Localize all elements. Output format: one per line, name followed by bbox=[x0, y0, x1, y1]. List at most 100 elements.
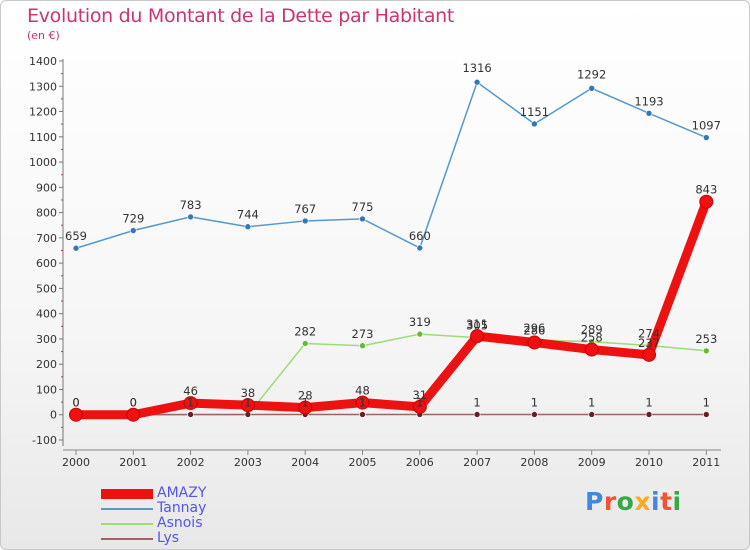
data-point-amazy bbox=[126, 407, 141, 422]
data-point-amazy bbox=[642, 347, 656, 362]
data-point-tannay bbox=[416, 244, 424, 252]
data-point-amazy bbox=[355, 395, 370, 410]
data-label-asnois: 282 bbox=[294, 324, 316, 338]
data-label-lys: 1 bbox=[244, 395, 251, 409]
legend-label-tannay: Tannay bbox=[157, 500, 207, 516]
legend-swatch-lys bbox=[101, 537, 153, 540]
x-tick-label: 2005 bbox=[349, 456, 377, 469]
data-label-tannay: 1097 bbox=[692, 119, 721, 133]
logo-letter: P bbox=[585, 487, 604, 516]
y-tick-label: 500 bbox=[36, 282, 57, 295]
legend-label-amazy: AMAZY bbox=[157, 485, 207, 501]
legend-swatch-amazy bbox=[101, 488, 153, 499]
data-point-lys bbox=[645, 411, 653, 418]
data-label-amazy: 0 bbox=[72, 396, 79, 410]
legend-swatch-tannay bbox=[101, 507, 153, 510]
data-label-tannay: 1151 bbox=[520, 105, 549, 119]
data-point-amazy bbox=[69, 407, 83, 422]
x-tick-label: 2004 bbox=[291, 456, 319, 469]
data-label-tannay: 1316 bbox=[462, 61, 491, 75]
y-tick-label: 400 bbox=[36, 308, 57, 321]
y-tick-label: 100 bbox=[36, 383, 57, 396]
data-label-tannay: 1292 bbox=[577, 67, 606, 81]
x-tick-label: 2008 bbox=[520, 456, 548, 469]
data-point-amazy bbox=[584, 342, 599, 357]
data-point-lys bbox=[473, 411, 481, 418]
y-tick-label: 700 bbox=[36, 232, 57, 245]
data-point-lys bbox=[244, 411, 252, 418]
data-label-lys: 1 bbox=[703, 395, 710, 409]
x-tick-label: 2006 bbox=[406, 456, 434, 469]
data-label-amazy: 286 bbox=[523, 323, 545, 337]
x-tick-label: 2001 bbox=[119, 456, 147, 469]
data-label-tannay: 659 bbox=[65, 229, 87, 243]
data-point-amazy bbox=[240, 398, 255, 413]
data-point-lys bbox=[702, 411, 710, 418]
data-point-amazy bbox=[470, 329, 485, 344]
y-tick-label: 1400 bbox=[29, 55, 57, 68]
y-tick-label: -100 bbox=[32, 434, 57, 447]
data-point-amazy bbox=[183, 396, 198, 411]
legend-swatch-asnois bbox=[101, 522, 153, 525]
data-label-amazy: 237 bbox=[638, 336, 660, 350]
x-tick-label: 2011 bbox=[692, 456, 720, 469]
data-label-amazy: 28 bbox=[298, 389, 313, 403]
y-tick-label: 1000 bbox=[29, 156, 57, 169]
data-point-tannay bbox=[72, 244, 80, 252]
proxiti-logo: Proxiti bbox=[585, 487, 682, 516]
series-line-asnois bbox=[75, 333, 708, 416]
x-tick-label: 2000 bbox=[62, 456, 90, 469]
y-tick-label: 0 bbox=[50, 409, 57, 422]
data-point-lys bbox=[187, 411, 194, 418]
data-point-tannay bbox=[130, 227, 137, 234]
data-label-amazy: 48 bbox=[355, 384, 370, 398]
data-label-lys: 1 bbox=[473, 395, 480, 409]
series-line-tannay bbox=[75, 81, 708, 249]
data-label-tannay: 660 bbox=[409, 229, 431, 243]
data-label-lys: 0 bbox=[130, 396, 137, 410]
data-label-asnois: 289 bbox=[581, 323, 603, 337]
data-label-tannay: 783 bbox=[180, 198, 202, 212]
data-point-lys bbox=[588, 411, 596, 418]
data-point-tannay bbox=[473, 78, 481, 86]
data-label-lys: 1 bbox=[416, 395, 423, 409]
data-label-lys: 1 bbox=[359, 395, 366, 409]
data-label-tannay: 1193 bbox=[634, 94, 663, 108]
y-tick-label: 900 bbox=[36, 181, 57, 194]
data-label-lys: 1 bbox=[588, 395, 595, 409]
data-point-asnois bbox=[702, 347, 710, 355]
data-point-tannay bbox=[244, 223, 252, 231]
data-point-asnois bbox=[416, 330, 424, 338]
logo-letter: t bbox=[660, 487, 673, 516]
y-tick-label: 1300 bbox=[29, 80, 57, 93]
data-point-tannay bbox=[301, 217, 309, 225]
data-point-amazy bbox=[527, 335, 542, 350]
data-label-tannay: 744 bbox=[237, 208, 259, 222]
data-label-amazy: 258 bbox=[581, 331, 603, 345]
data-label-tannay: 775 bbox=[352, 200, 374, 214]
data-label-lys: 1 bbox=[645, 395, 652, 409]
data-point-tannay bbox=[702, 134, 710, 141]
data-label-amazy: 38 bbox=[241, 386, 256, 400]
logo-letter: i bbox=[651, 487, 661, 516]
data-label-amazy: 31 bbox=[412, 388, 427, 402]
data-point-tannay bbox=[531, 120, 538, 128]
data-point-tannay bbox=[187, 213, 194, 221]
data-label-amazy: 311 bbox=[466, 317, 488, 331]
data-label-tannay: 767 bbox=[294, 202, 316, 216]
legend-label-lys: Lys bbox=[157, 530, 180, 546]
y-tick-label: 200 bbox=[36, 358, 57, 371]
data-label-asnois: 319 bbox=[409, 315, 431, 329]
data-label-amazy: 0 bbox=[130, 396, 137, 410]
legend-label-asnois: Asnois bbox=[157, 515, 203, 531]
logo-letter: r bbox=[603, 487, 617, 516]
data-label-asnois: 273 bbox=[352, 327, 374, 341]
logo-letter: i bbox=[672, 487, 682, 516]
x-tick-label: 2002 bbox=[177, 456, 205, 469]
chart-title: Evolution du Montant de la Dette par Hab… bbox=[27, 5, 455, 27]
data-point-asnois bbox=[301, 340, 309, 347]
data-point-tannay bbox=[359, 215, 366, 223]
data-label-asnois: 296 bbox=[523, 321, 545, 335]
